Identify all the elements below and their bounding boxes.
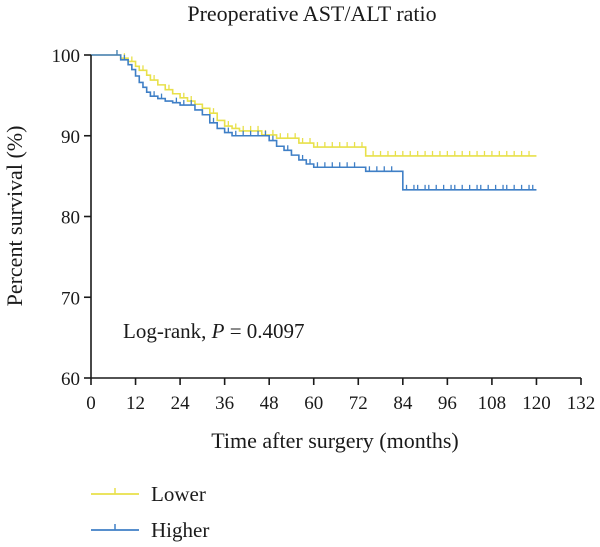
- y-axis-label: Percent survival (%): [2, 126, 27, 307]
- y-axis-ticks: 60 70 80 90 100: [52, 46, 91, 390]
- log-rank-p: P: [211, 319, 225, 343]
- log-rank-value: = 0.4097: [224, 319, 304, 343]
- x-axis-label: Time after surgery (months): [211, 428, 458, 453]
- x-tick-label-60: 60: [304, 393, 323, 414]
- y-tick-label-60: 60: [61, 369, 80, 390]
- legend-label-lower: Lower: [151, 482, 206, 506]
- x-axis-ticks: 0 12 24 36 48 60 72 84 96 108 120 132: [86, 378, 595, 414]
- legend-item-higher: Higher: [91, 518, 209, 542]
- x-tick-label-96: 96: [438, 393, 457, 414]
- x-tick-label-108: 108: [478, 393, 507, 414]
- x-tick-label-132: 132: [567, 393, 596, 414]
- chart-title: Preoperative AST/ALT ratio: [187, 1, 436, 26]
- log-rank-prefix: Log-rank,: [123, 319, 212, 343]
- y-tick-label-100: 100: [52, 46, 81, 67]
- series-line-lower: [91, 54, 537, 157]
- y-tick-label-70: 70: [61, 288, 80, 309]
- x-tick-label-36: 36: [215, 393, 234, 414]
- x-tick-label-24: 24: [171, 393, 191, 414]
- legend-label-higher: Higher: [151, 518, 209, 542]
- x-tick-label-12: 12: [126, 393, 145, 414]
- y-tick-label-80: 80: [61, 208, 80, 229]
- legend-item-lower: Lower: [91, 482, 206, 506]
- x-tick-label-0: 0: [86, 393, 96, 414]
- survival-curves: [91, 50, 537, 191]
- x-tick-label-48: 48: [260, 393, 279, 414]
- y-tick-label-90: 90: [61, 127, 80, 148]
- legend: Lower Higher: [91, 482, 209, 542]
- x-tick-label-72: 72: [349, 393, 368, 414]
- series-line-higher: [91, 54, 537, 191]
- x-tick-label-120: 120: [522, 393, 551, 414]
- x-tick-label-84: 84: [393, 393, 413, 414]
- log-rank-annotation: Log-rank, P = 0.4097: [123, 319, 305, 343]
